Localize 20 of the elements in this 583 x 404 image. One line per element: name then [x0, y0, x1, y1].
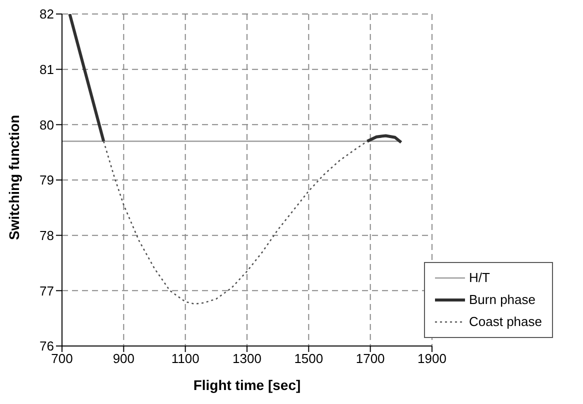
y-tick-label: 78	[40, 228, 54, 243]
x-axis-title: Flight time [sec]	[193, 377, 301, 393]
legend-label: Burn phase	[469, 291, 536, 309]
x-tick-label: 1900	[418, 351, 446, 366]
y-tick-label: 82	[40, 6, 54, 22]
legend-label: Coast phase	[469, 313, 542, 331]
x-tick-label: 1100	[171, 351, 200, 366]
x-tick-label: 700	[51, 351, 73, 366]
y-tick-label: 81	[40, 62, 54, 77]
x-tick-label: 1500	[294, 351, 324, 366]
y-tick-label: 80	[40, 117, 54, 132]
x-tick-label: 1700	[356, 351, 385, 366]
y-tick-label: 76	[40, 338, 54, 354]
y-tick-label: 77	[40, 283, 54, 298]
x-tick-label: 900	[112, 351, 135, 366]
legend-label: H/T	[469, 269, 490, 287]
y-tick-label: 79	[40, 172, 54, 188]
y-axis-title: Switching function	[6, 114, 22, 240]
x-tick-label: 1300	[232, 351, 262, 366]
line-series	[102, 140, 368, 305]
